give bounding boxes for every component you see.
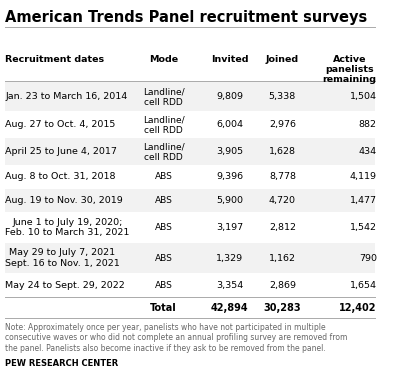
FancyBboxPatch shape (5, 212, 375, 243)
FancyBboxPatch shape (5, 82, 375, 112)
Text: 1,628: 1,628 (269, 147, 296, 156)
Text: ABS: ABS (155, 280, 173, 290)
Text: Aug. 8 to Oct. 31, 2018: Aug. 8 to Oct. 31, 2018 (5, 172, 116, 181)
Text: Mode: Mode (149, 55, 178, 64)
Text: 1,477: 1,477 (350, 196, 377, 205)
Text: 1,542: 1,542 (350, 223, 377, 232)
Text: 5,338: 5,338 (269, 92, 296, 101)
Text: 3,197: 3,197 (216, 223, 243, 232)
Text: 1,329: 1,329 (216, 254, 243, 263)
Text: Invited: Invited (211, 55, 248, 64)
FancyBboxPatch shape (5, 138, 375, 165)
Text: 2,976: 2,976 (269, 120, 296, 129)
Text: 2,812: 2,812 (269, 223, 296, 232)
FancyBboxPatch shape (5, 112, 375, 138)
Text: American Trends Panel recruitment surveys: American Trends Panel recruitment survey… (5, 10, 368, 25)
Text: May 29 to July 7, 2021
Sept. 16 to Nov. 1, 2021: May 29 to July 7, 2021 Sept. 16 to Nov. … (5, 248, 120, 268)
Text: 790: 790 (359, 254, 377, 263)
FancyBboxPatch shape (5, 189, 375, 212)
FancyBboxPatch shape (5, 243, 375, 273)
Text: 6,004: 6,004 (216, 120, 243, 129)
Text: Aug. 19 to Nov. 30, 2019: Aug. 19 to Nov. 30, 2019 (5, 196, 123, 205)
Text: Note: Approximately once per year, panelists who have not participated in multip: Note: Approximately once per year, panel… (5, 323, 347, 353)
Text: Jan. 23 to March 16, 2014: Jan. 23 to March 16, 2014 (5, 92, 127, 101)
Text: PEW RESEARCH CENTER: PEW RESEARCH CENTER (5, 359, 118, 368)
Text: April 25 to June 4, 2017: April 25 to June 4, 2017 (5, 147, 117, 156)
Text: 12,402: 12,402 (339, 302, 377, 313)
Text: Total: Total (150, 302, 177, 313)
Text: ABS: ABS (155, 223, 173, 232)
Text: 4,720: 4,720 (269, 196, 296, 205)
Text: 9,809: 9,809 (216, 92, 243, 101)
Text: Landline/
cell RDD: Landline/ cell RDD (143, 115, 184, 135)
FancyBboxPatch shape (5, 165, 375, 189)
Text: Active
panelists
remaining: Active panelists remaining (323, 55, 377, 84)
Text: 3,905: 3,905 (216, 147, 243, 156)
Text: ABS: ABS (155, 254, 173, 263)
Text: Joined: Joined (266, 55, 299, 64)
Text: Recruitment dates: Recruitment dates (5, 55, 104, 64)
FancyBboxPatch shape (5, 273, 375, 297)
Text: 882: 882 (359, 120, 377, 129)
Text: Landline/
cell RDD: Landline/ cell RDD (143, 142, 184, 161)
Text: June 1 to July 19, 2020;
Feb. 10 to March 31, 2021: June 1 to July 19, 2020; Feb. 10 to Marc… (5, 218, 129, 237)
Text: May 24 to Sept. 29, 2022: May 24 to Sept. 29, 2022 (5, 280, 125, 290)
Text: 1,654: 1,654 (350, 280, 377, 290)
Text: 4,119: 4,119 (350, 172, 377, 181)
Text: 1,162: 1,162 (269, 254, 296, 263)
Text: 8,778: 8,778 (269, 172, 296, 181)
Text: 42,894: 42,894 (211, 302, 248, 313)
Text: 434: 434 (359, 147, 377, 156)
Text: 2,869: 2,869 (269, 280, 296, 290)
Text: 3,354: 3,354 (216, 280, 243, 290)
Text: ABS: ABS (155, 196, 173, 205)
Text: 30,283: 30,283 (264, 302, 301, 313)
Text: 1,504: 1,504 (350, 92, 377, 101)
Text: 9,396: 9,396 (216, 172, 243, 181)
Text: 5,900: 5,900 (216, 196, 243, 205)
Text: Landline/
cell RDD: Landline/ cell RDD (143, 87, 184, 107)
Text: Aug. 27 to Oct. 4, 2015: Aug. 27 to Oct. 4, 2015 (5, 120, 116, 129)
Text: ABS: ABS (155, 172, 173, 181)
